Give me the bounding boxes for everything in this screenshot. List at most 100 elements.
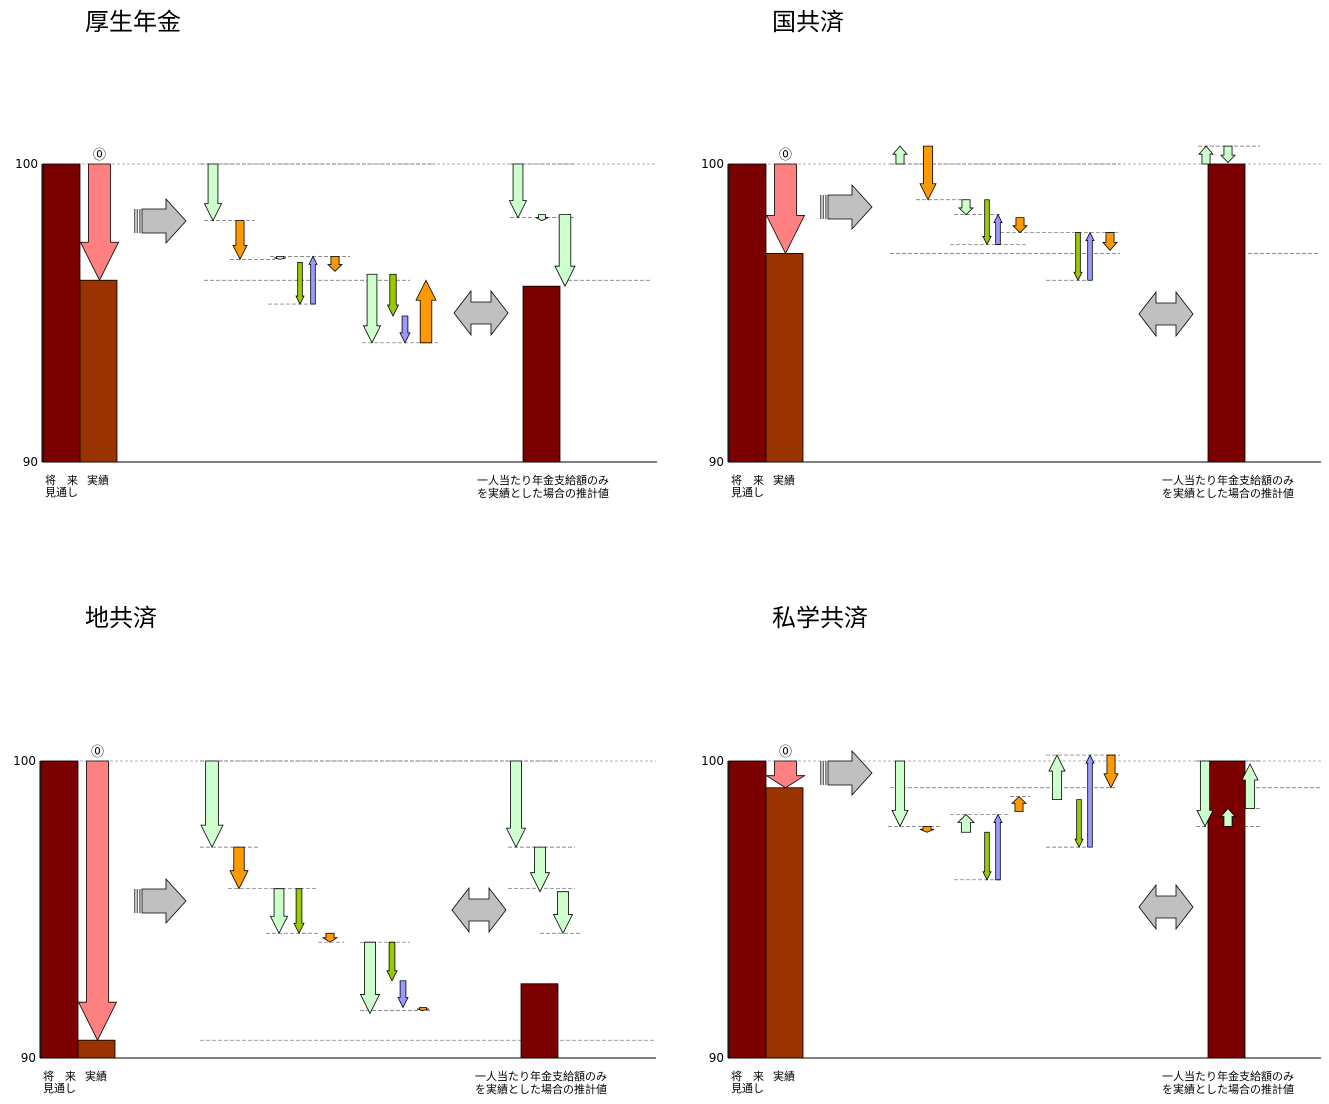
bar-forecast bbox=[728, 760, 767, 1059]
factor-arrow-lavender bbox=[993, 213, 1003, 245]
factor-arrow-light-green bbox=[1198, 145, 1214, 165]
gray-right-arrow-stripe bbox=[822, 195, 824, 219]
y-tick-label-90: 90 bbox=[23, 455, 38, 469]
factor-arrow-lavender bbox=[308, 255, 318, 305]
category-label-estimate-line1: 一人当たり年金支給額のみ bbox=[1162, 1069, 1294, 1083]
category-label-estimate-line1: 一人当たり年金支給額のみ bbox=[1162, 473, 1294, 487]
factor-arrow-light-green bbox=[554, 214, 576, 288]
factor-arrow-light-green bbox=[1220, 145, 1236, 164]
zero-marker: ⓪ bbox=[779, 148, 792, 163]
gray-right-arrow-stripe bbox=[822, 761, 824, 785]
factor-arrow-olive bbox=[386, 941, 398, 982]
y-tick-label-90: 90 bbox=[21, 1051, 36, 1065]
gray-right-arrow-stripe bbox=[825, 195, 827, 219]
gray-double-arrow bbox=[453, 289, 509, 337]
factor-arrow-light-green bbox=[508, 163, 528, 219]
bar-actual bbox=[765, 252, 804, 463]
category-label-forecast-line2: 見通し bbox=[731, 486, 764, 499]
factor-arrow-lavender bbox=[1085, 231, 1095, 281]
category-label-forecast-line1: 将 来 bbox=[731, 474, 764, 487]
factor-arrow-light-green bbox=[529, 846, 551, 893]
gray-double-arrow bbox=[1138, 290, 1194, 338]
category-label-actual: 実績 bbox=[773, 473, 795, 487]
gray-double-arrow bbox=[451, 886, 507, 934]
factor-arrow-light-green bbox=[203, 163, 223, 222]
gray-right-arrow bbox=[141, 877, 187, 925]
decline-arrow-salmon bbox=[77, 760, 118, 1042]
factor-arrow-orange bbox=[321, 932, 339, 943]
gray-double-arrow bbox=[1138, 883, 1194, 931]
factor-arrow-light-green bbox=[892, 145, 908, 165]
chart-title: 国共済 bbox=[772, 8, 844, 36]
factor-arrow-orange bbox=[1011, 796, 1027, 812]
factor-arrow-light-green bbox=[552, 891, 574, 935]
factor-arrow-orange bbox=[232, 220, 248, 261]
factor-arrow-lavender bbox=[397, 980, 409, 1009]
gray-right-arrow-stripe bbox=[139, 889, 141, 913]
bar-actual bbox=[77, 1039, 116, 1059]
factor-arrow-olive bbox=[982, 831, 992, 881]
y-tick-label-90: 90 bbox=[709, 1051, 724, 1065]
factor-arrow-orange bbox=[229, 846, 249, 890]
chart-title: 地共済 bbox=[85, 604, 157, 632]
factor-arrow-olive bbox=[386, 273, 400, 317]
factor-arrow-lavender bbox=[399, 315, 411, 344]
gray-right-arrow-stripe bbox=[134, 889, 136, 913]
factor-arrow-light-green bbox=[273, 255, 287, 260]
factor-arrow-orange bbox=[1103, 754, 1119, 789]
category-label-actual: 実績 bbox=[87, 473, 109, 487]
zero-marker: ⓪ bbox=[779, 745, 792, 760]
decline-arrow-salmon bbox=[765, 760, 806, 789]
factor-arrow-light-green bbox=[957, 813, 975, 833]
bar-forecast bbox=[40, 760, 79, 1059]
bar-actual bbox=[765, 787, 804, 1059]
factor-arrow-orange bbox=[416, 1007, 430, 1011]
category-label-forecast-line2: 見通し bbox=[43, 1082, 76, 1095]
factor-arrow-light-green bbox=[362, 273, 382, 344]
factor-arrow-light-green bbox=[1048, 754, 1066, 801]
zero-marker: ⓪ bbox=[93, 148, 106, 163]
factor-arrow-light-green bbox=[958, 199, 974, 216]
category-label-estimate-line1: 一人当たり年金支給額のみ bbox=[477, 473, 609, 487]
factor-arrow-light-green bbox=[359, 941, 381, 1015]
factor-arrow-orange bbox=[1012, 217, 1028, 234]
factor-arrow-light-green bbox=[200, 760, 224, 849]
category-label-estimate-line2: を実績とした場合の推計値 bbox=[477, 486, 609, 500]
gray-right-arrow-stripe bbox=[820, 761, 822, 785]
factor-arrow-light-green bbox=[1241, 763, 1259, 809]
category-label-forecast-line1: 将 来 bbox=[731, 1070, 764, 1083]
category-label-forecast-line2: 見通し bbox=[731, 1082, 764, 1095]
bar-estimate bbox=[1207, 760, 1246, 1059]
bar-estimate bbox=[1207, 163, 1246, 463]
factor-arrow-light-green bbox=[505, 760, 527, 849]
y-tick-label-100: 100 bbox=[15, 157, 38, 171]
factor-arrow-light-green bbox=[269, 888, 289, 935]
y-tick-label-90: 90 bbox=[709, 455, 724, 469]
factor-arrow-olive bbox=[1074, 799, 1084, 849]
gray-right-arrow-stripe bbox=[136, 209, 138, 233]
factor-arrow-orange bbox=[1102, 232, 1118, 252]
factor-arrow-light-green bbox=[891, 760, 909, 828]
category-label-estimate-line2: を実績とした場合の推計値 bbox=[1162, 1082, 1294, 1096]
decline-arrow-salmon bbox=[765, 163, 806, 255]
zero-marker: ⓪ bbox=[91, 745, 104, 760]
bar-estimate bbox=[520, 983, 559, 1059]
category-label-forecast-line2: 見通し bbox=[45, 486, 78, 499]
category-label-estimate-line1: 一人当たり年金支給額のみ bbox=[475, 1069, 607, 1083]
category-label-forecast-line1: 将 来 bbox=[43, 1070, 76, 1083]
factor-arrow-light-green bbox=[535, 214, 549, 222]
bar-actual bbox=[79, 279, 118, 463]
factor-arrow-orange bbox=[415, 279, 437, 344]
factor-arrow-orange bbox=[327, 255, 343, 272]
factor-arrow-orange bbox=[919, 145, 937, 201]
y-tick-label-100: 100 bbox=[13, 754, 36, 768]
gray-right-arrow-stripe bbox=[825, 761, 827, 785]
bar-estimate bbox=[522, 285, 561, 463]
gray-right-arrow-stripe bbox=[820, 195, 822, 219]
factor-arrow-olive bbox=[982, 199, 992, 246]
